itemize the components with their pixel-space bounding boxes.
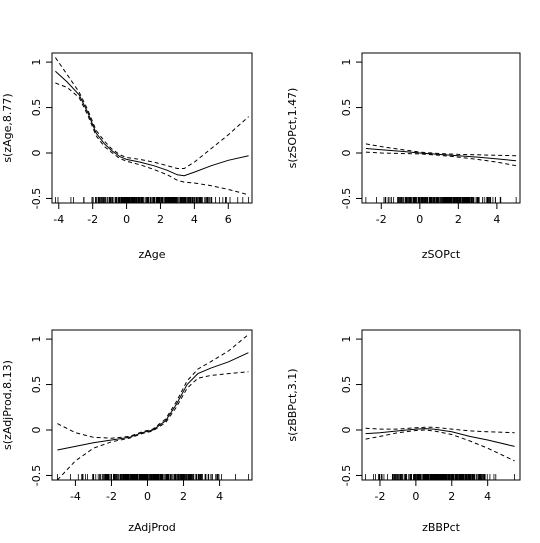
x-tick-label: -2: [87, 213, 98, 226]
series-lower: [57, 371, 249, 481]
x-tick-label: 4: [493, 213, 500, 226]
series-lower: [365, 151, 517, 167]
y-tick-label: 0: [340, 427, 353, 434]
y-axis-title: s(zAdjProd,8.13): [1, 360, 14, 450]
y-tick-label: 0: [30, 150, 43, 157]
x-tick-label: -2: [376, 213, 387, 226]
x-tick-label: 0: [144, 490, 151, 503]
x-axis-title: zAdjProd: [128, 521, 176, 534]
series-lower: [55, 82, 249, 196]
y-tick-label: 0.5: [30, 376, 43, 394]
series-upper: [54, 57, 249, 169]
x-tick-label: 2: [180, 490, 187, 503]
y-tick-label: 0.5: [340, 99, 353, 117]
x-tick-label: 6: [225, 213, 232, 226]
x-tick-label: -4: [53, 213, 64, 226]
x-tick-label: 2: [448, 490, 455, 503]
panel-2: -2 0 2 4 -0.5 0 0.5 1 zSOPct s(zSOPct,1.47): [286, 52, 521, 261]
x-tick-label: -4: [70, 490, 81, 503]
x-axis-title: zBBPct: [422, 521, 461, 534]
y-tick-label: 1: [340, 336, 353, 343]
x-tick-label: 2: [455, 213, 462, 226]
y-tick-label: 0.5: [340, 376, 353, 394]
x-axis-title: zSOPct: [422, 248, 461, 261]
series-estimate: [57, 352, 249, 451]
x-tick-label: 4: [191, 213, 198, 226]
y-tick-label: -0.5: [340, 465, 353, 486]
y-tick-label: 0.5: [30, 99, 43, 117]
x-tick-label: 2: [157, 213, 164, 226]
x-tick-label: 0: [412, 490, 419, 503]
series-estimate: [55, 70, 249, 177]
x-tick-label: 0: [416, 213, 423, 226]
x-tick-label: 4: [484, 490, 491, 503]
series-estimate: [365, 148, 517, 162]
y-tick-label: 1: [340, 59, 353, 66]
x-tick-label: 4: [216, 490, 223, 503]
series-upper: [57, 334, 249, 439]
y-tick-label: -0.5: [340, 188, 353, 209]
panel-3: -4 -2 0 2 4 -0.5 0 0.5 1 zAdjProd s(zAdjProd,8.13): [1, 329, 253, 534]
plot-frame: [361, 52, 521, 204]
y-tick-label: 0: [340, 150, 353, 157]
y-tick-label: 1: [30, 336, 43, 343]
x-tick-label: -2: [374, 490, 385, 503]
panel-4: -2 0 2 4 -0.5 0 0.5 1 zBBPct s(zBBPct,3.1): [286, 329, 521, 534]
y-tick-label: -0.5: [30, 465, 43, 486]
y-tick-label: 1: [30, 59, 43, 66]
x-axis-title: zAge: [138, 248, 165, 261]
x-tick-label: -2: [106, 490, 117, 503]
series-estimate: [365, 428, 515, 447]
y-axis-title: s(zBBPct,3.1): [286, 368, 299, 441]
y-axis-title: s(zSOPct,1.47): [286, 88, 299, 169]
panel-1: -4 -2 0 2 4 6 -0.5 0 0.5 1 zAge s(zAge,8.77): [1, 52, 253, 261]
plot-frame: [51, 329, 253, 481]
x-tick-label: 0: [123, 213, 130, 226]
series-lower: [365, 429, 515, 462]
y-axis-title: s(zAge,8.77): [1, 93, 14, 162]
series-upper: [365, 143, 517, 157]
plot-frame: [361, 329, 521, 481]
series-upper: [365, 426, 515, 434]
y-tick-label: -0.5: [30, 188, 43, 209]
plot-frame: [51, 52, 253, 204]
y-tick-label: 0: [30, 427, 43, 434]
